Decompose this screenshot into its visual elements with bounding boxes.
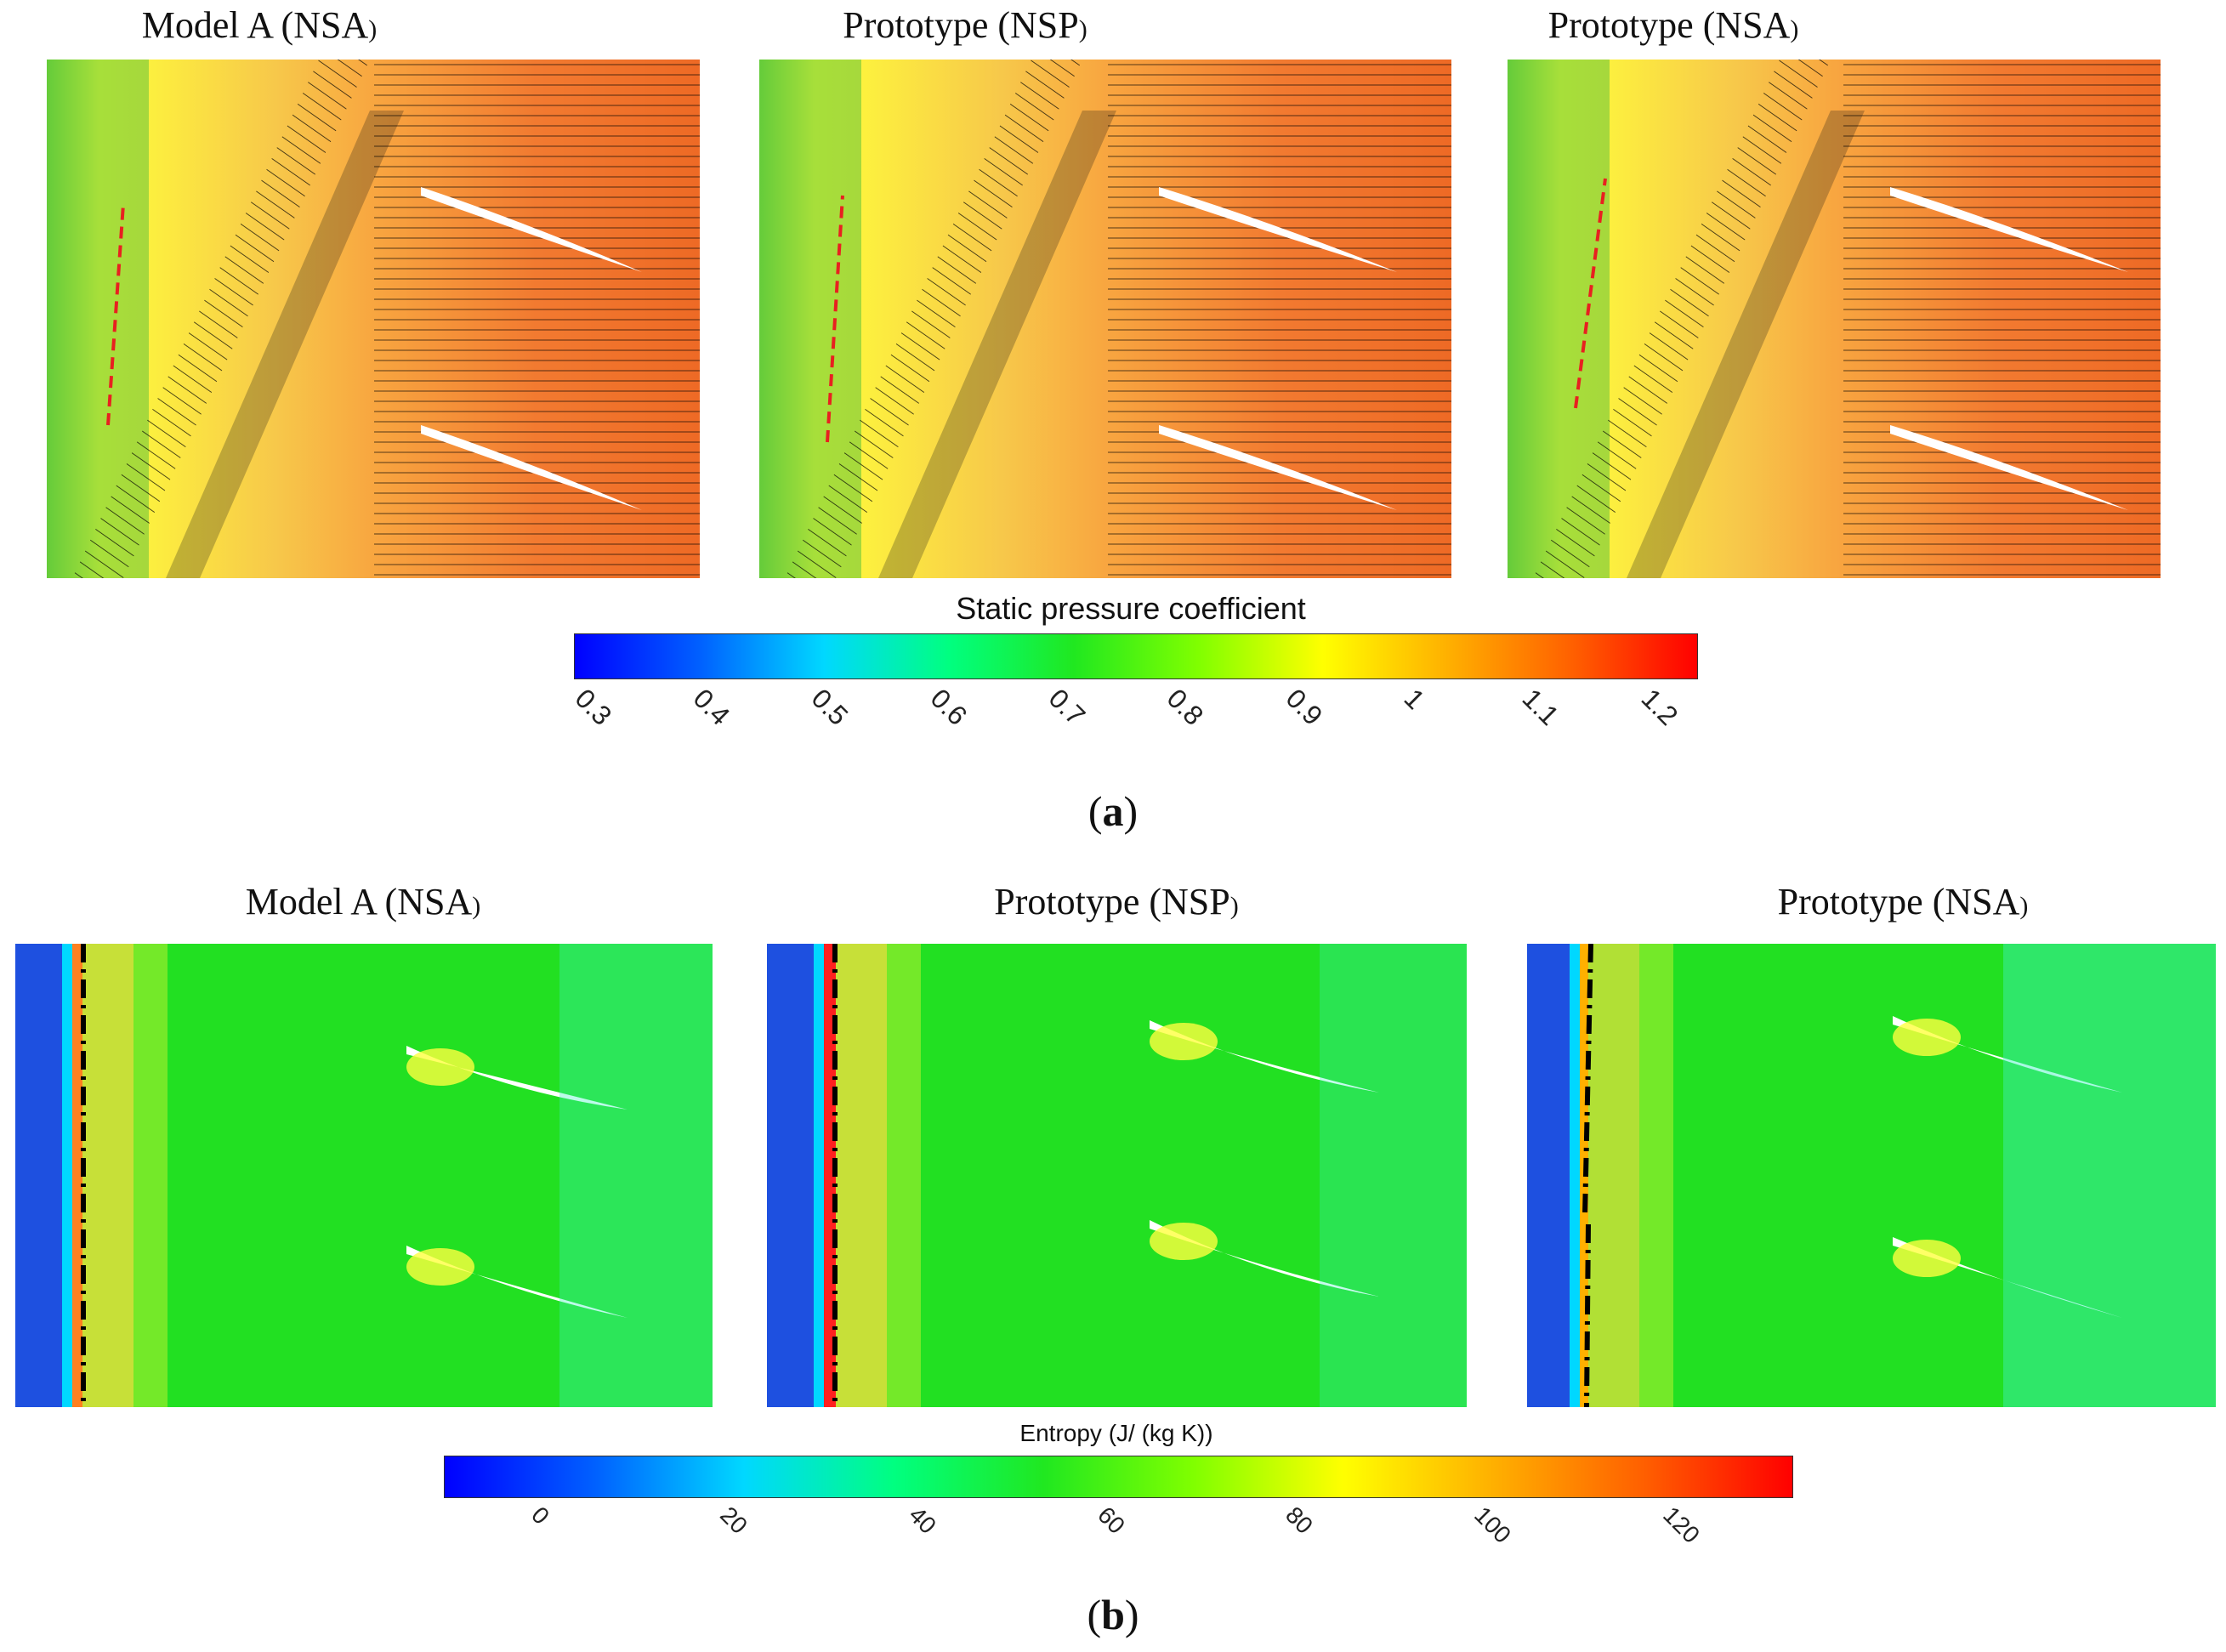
- colorbar-tick-label: 1.2: [1635, 683, 1684, 731]
- panel-a2-title: Prototype (NSP): [843, 4, 1087, 46]
- caption-a: (a): [1087, 787, 1139, 835]
- entropy-colorbar: [444, 1456, 1793, 1498]
- entropy-colorbar-title: Entropy (J/ (kg K)): [1019, 1420, 1213, 1446]
- colorbar-tick-label: 0.3: [569, 683, 618, 731]
- colorbar-tick-label: 100: [1469, 1502, 1517, 1548]
- flow-arrow: [1574, 178, 1607, 409]
- colorbar-tick-label: 0: [525, 1502, 554, 1530]
- panel-a3-title: Prototype (NSA): [1547, 4, 1799, 46]
- colorbar-tick-label: 1: [1398, 683, 1431, 716]
- colorbar-tick-label: 120: [1658, 1502, 1706, 1548]
- pressure-contour-panel-model-a: [47, 60, 700, 578]
- panel-b1-title: Model A (NSA): [245, 881, 481, 923]
- pressure-contour-panel-prototype-nsp: [759, 60, 1451, 578]
- panel-b2-title: Prototype (NSP): [994, 881, 1239, 923]
- entropy-contour-panel-model-a: [15, 944, 713, 1407]
- flow-arrow: [826, 195, 844, 443]
- colorbar-tick-label: 40: [903, 1502, 941, 1539]
- colorbar-tick-label: 80: [1281, 1502, 1319, 1539]
- colorbar-tick-label: 0.7: [1042, 683, 1092, 731]
- colorbar-tick-label: 60: [1092, 1502, 1130, 1539]
- pressure-contour-panel-prototype-nsa: [1508, 60, 2161, 578]
- colorbar-tick-label: 0.9: [1280, 683, 1329, 731]
- entropy-contour-panel-prototype-nsp: [767, 944, 1467, 1407]
- colorbar-tick-label: 0.6: [924, 683, 974, 731]
- entropy-contour-panel-prototype-nsa: [1527, 944, 2216, 1407]
- colorbar-tick-label: 1.1: [1516, 683, 1565, 731]
- panel-a1-title: Model A (NSA): [141, 4, 378, 46]
- panel-b3-title: Prototype (NSA): [1777, 881, 2029, 923]
- pressure-colorbar-title: Static pressure coefficient: [956, 591, 1306, 626]
- colorbar-tick-label: 0.5: [805, 683, 855, 731]
- colorbar-tick-label: 0.8: [1161, 683, 1210, 731]
- pressure-colorbar: [574, 633, 1698, 679]
- colorbar-tick-label: 20: [714, 1502, 752, 1539]
- colorbar-tick-label: 0.4: [687, 683, 736, 731]
- caption-b: (b): [1087, 1591, 1139, 1638]
